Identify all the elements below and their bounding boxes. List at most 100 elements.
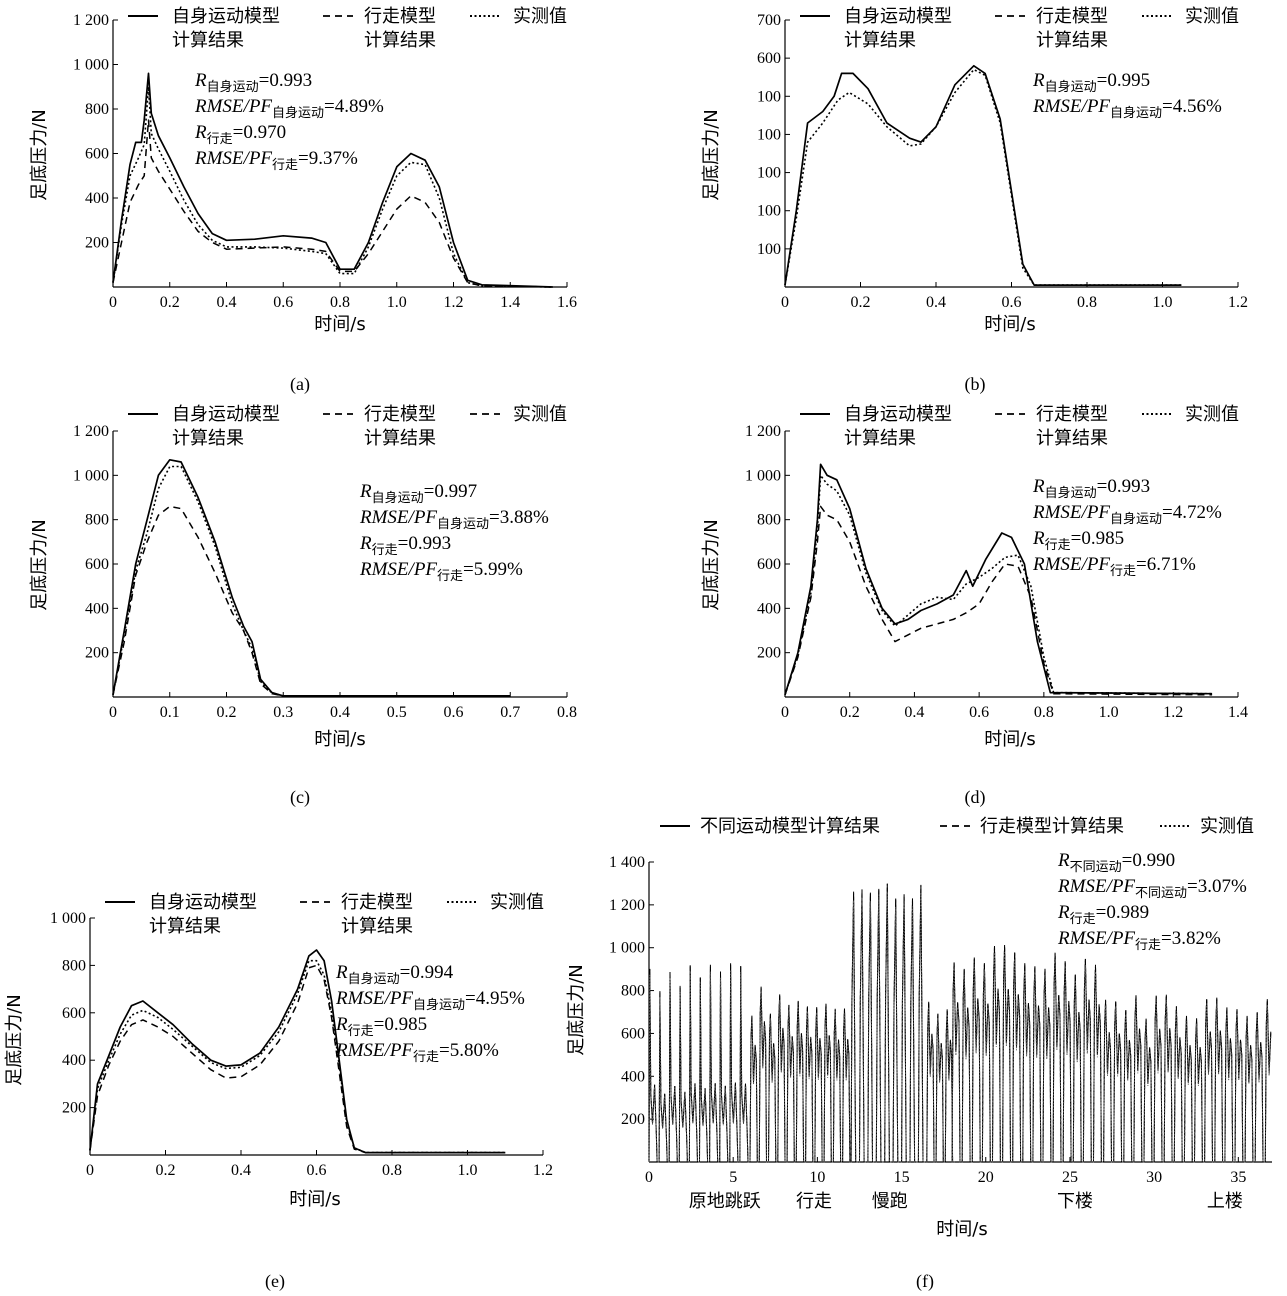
legend-entry: 计算结果 xyxy=(844,428,916,449)
y-tick-label: 100 xyxy=(757,126,781,143)
legend-entry: 计算结果 xyxy=(172,30,244,51)
y-axis-label: 足底压力/N xyxy=(566,964,587,1056)
y-tick-label: 1 000 xyxy=(73,467,109,484)
x-tick-label: 0.1 xyxy=(160,704,180,721)
y-tick-label: 100 xyxy=(757,203,781,220)
y-tick-label: 400 xyxy=(621,1068,645,1085)
y-tick-label: 600 xyxy=(621,1025,645,1042)
stat-annotation: R自身运动=0.993 xyxy=(194,70,312,95)
legend-entry: 计算结果 xyxy=(1036,428,1108,449)
y-tick-label: 400 xyxy=(757,600,781,617)
y-tick-label: 100 xyxy=(757,241,781,258)
x-tick-label: 0.6 xyxy=(273,294,293,311)
stat-annotation: RMSE/PF行走=6.71% xyxy=(1032,554,1196,579)
x-axis-label: 时间/s xyxy=(984,314,1035,335)
series-line-dashed xyxy=(784,505,1213,696)
x-tick-label: 0.6 xyxy=(444,704,464,721)
x-tick-label: 25 xyxy=(1062,1169,1078,1186)
x-axis-label: 时间/s xyxy=(936,1219,987,1240)
stat-annotation: RMSE/PF行走=3.82% xyxy=(1057,928,1221,953)
legend-entry: 行走模型计算结果 xyxy=(980,816,1124,837)
legend-entry: 计算结果 xyxy=(172,428,244,449)
y-axis-label: 足底压力/N xyxy=(701,109,722,201)
x-tick-label: 0.2 xyxy=(840,704,860,721)
x-tick-label: 1.6 xyxy=(557,294,577,311)
legend-entry: 计算结果 xyxy=(364,428,436,449)
y-axis-label: 足底压力/N xyxy=(701,519,722,611)
series-line-solid xyxy=(112,458,511,697)
x-tick-label: 0.4 xyxy=(231,1162,251,1179)
stat-annotation: RMSE/PF行走=5.80% xyxy=(335,1040,499,1065)
series-line-dashed xyxy=(89,964,506,1154)
panel-caption: (c) xyxy=(290,787,310,808)
legend-entry: 实测值 xyxy=(1185,404,1239,425)
x-tick-label: 0.3 xyxy=(273,704,293,721)
stat-annotation: RMSE/PF行走=9.37% xyxy=(194,148,358,173)
stat-annotation: RMSE/PF自身运动=4.89% xyxy=(194,96,384,121)
y-tick-label: 600 xyxy=(757,50,781,67)
series-line-solid xyxy=(784,463,1213,696)
panel-caption: (e) xyxy=(265,1271,285,1292)
y-axis-label: 足底压力/N xyxy=(29,519,50,611)
y-tick-label: 100 xyxy=(757,88,781,105)
y-tick-label: 800 xyxy=(85,101,109,118)
stat-annotation: R行走=0.985 xyxy=(1032,528,1124,553)
y-tick-label: 200 xyxy=(621,1111,645,1128)
x-tick-label: 1.0 xyxy=(387,294,407,311)
x-axis-label: 时间/s xyxy=(314,729,365,750)
x-tick-label: 0 xyxy=(645,1169,653,1186)
legend-entry: 行走模型 xyxy=(341,892,413,913)
x-tick-label: 1.2 xyxy=(533,1162,553,1179)
activity-label: 上楼 xyxy=(1207,1191,1243,1212)
y-tick-label: 1 200 xyxy=(745,423,781,440)
legend-entry: 行走模型 xyxy=(1036,6,1108,27)
x-tick-label: 0.7 xyxy=(500,704,520,721)
series-line-dashed xyxy=(112,119,553,288)
x-tick-label: 35 xyxy=(1230,1169,1246,1186)
x-tick-label: 0.8 xyxy=(330,294,350,311)
series-line-solid xyxy=(648,884,1272,1163)
x-tick-label: 0.6 xyxy=(307,1162,327,1179)
x-axis-label: 时间/s xyxy=(289,1189,340,1210)
y-tick-label: 800 xyxy=(62,957,86,974)
stat-annotation: R行走=0.985 xyxy=(335,1014,427,1039)
y-tick-label: 200 xyxy=(757,645,781,662)
y-tick-label: 200 xyxy=(62,1100,86,1117)
x-tick-label: 0.5 xyxy=(387,704,407,721)
x-tick-label: 15 xyxy=(894,1169,910,1186)
x-tick-label: 0.2 xyxy=(160,294,180,311)
x-tick-label: 1.4 xyxy=(1228,704,1248,721)
series-line-dotted xyxy=(112,465,511,697)
x-tick-label: 0.6 xyxy=(1002,294,1022,311)
stat-annotation: RMSE/PF自身运动=4.95% xyxy=(335,988,525,1013)
y-tick-label: 600 xyxy=(757,556,781,573)
x-tick-label: 0 xyxy=(109,294,117,311)
x-tick-label: 1.2 xyxy=(444,294,464,311)
legend-entry: 实测值 xyxy=(1185,6,1239,27)
x-axis-label: 时间/s xyxy=(314,314,365,335)
stat-annotation: R自身运动=0.994 xyxy=(335,962,454,987)
x-tick-label: 20 xyxy=(978,1169,994,1186)
y-tick-label: 600 xyxy=(85,556,109,573)
y-tick-label: 1 200 xyxy=(73,423,109,440)
series-line-dashed xyxy=(648,883,1272,1163)
y-tick-label: 100 xyxy=(757,165,781,182)
stat-annotation: RMSE/PF自身运动=4.72% xyxy=(1032,502,1222,527)
stat-annotation: R行走=0.993 xyxy=(359,533,451,558)
stat-annotation: R不同运动=0.990 xyxy=(1057,850,1175,875)
x-tick-label: 0.6 xyxy=(969,704,989,721)
x-tick-label: 10 xyxy=(809,1169,825,1186)
y-tick-label: 800 xyxy=(85,512,109,529)
legend-entry: 实测值 xyxy=(513,404,567,425)
y-tick-label: 400 xyxy=(85,600,109,617)
legend-entry: 计算结果 xyxy=(364,30,436,51)
x-tick-label: 0.4 xyxy=(904,704,924,721)
y-tick-label: 800 xyxy=(757,512,781,529)
stat-annotation: RMSE/PF自身运动=3.88% xyxy=(359,507,549,532)
y-tick-label: 200 xyxy=(85,235,109,252)
x-tick-label: 0.2 xyxy=(851,294,871,311)
series-line-solid xyxy=(112,72,553,288)
chart-e: 0 0.2 0.4 0.6 0.8 1.0 1.2 200 400 600 800 1 000 时间/s… xyxy=(4,892,553,1292)
x-tick-label: 0.4 xyxy=(330,704,350,721)
panel-caption: (a) xyxy=(290,374,310,395)
